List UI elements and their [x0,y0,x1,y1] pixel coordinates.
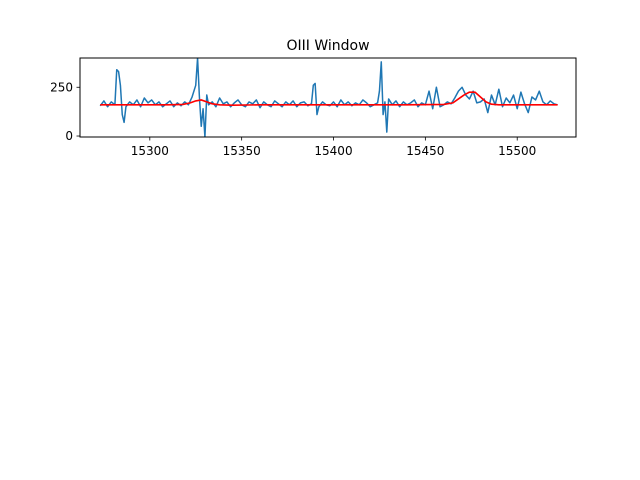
series-line-data [99,58,558,137]
series-line-model [100,91,558,106]
y-tick-label: 250 [50,80,73,94]
x-tick-label: 15500 [498,144,536,158]
series-layer [99,58,558,137]
x-tick-label: 15450 [406,144,444,158]
x-tick-label: 15350 [223,144,261,158]
chart-title: OIII Window [286,38,369,54]
x-tick-label: 15300 [131,144,169,158]
plot-area: 15300 15350 15400 15450 15500 0 250 [50,57,577,158]
y-axis: 0 250 [50,80,80,143]
axes-frame [79,57,577,138]
y-tick-label: 0 [65,129,73,143]
x-tick-label: 15400 [314,144,352,158]
x-axis: 15300 15350 15400 15450 15500 [131,137,536,158]
